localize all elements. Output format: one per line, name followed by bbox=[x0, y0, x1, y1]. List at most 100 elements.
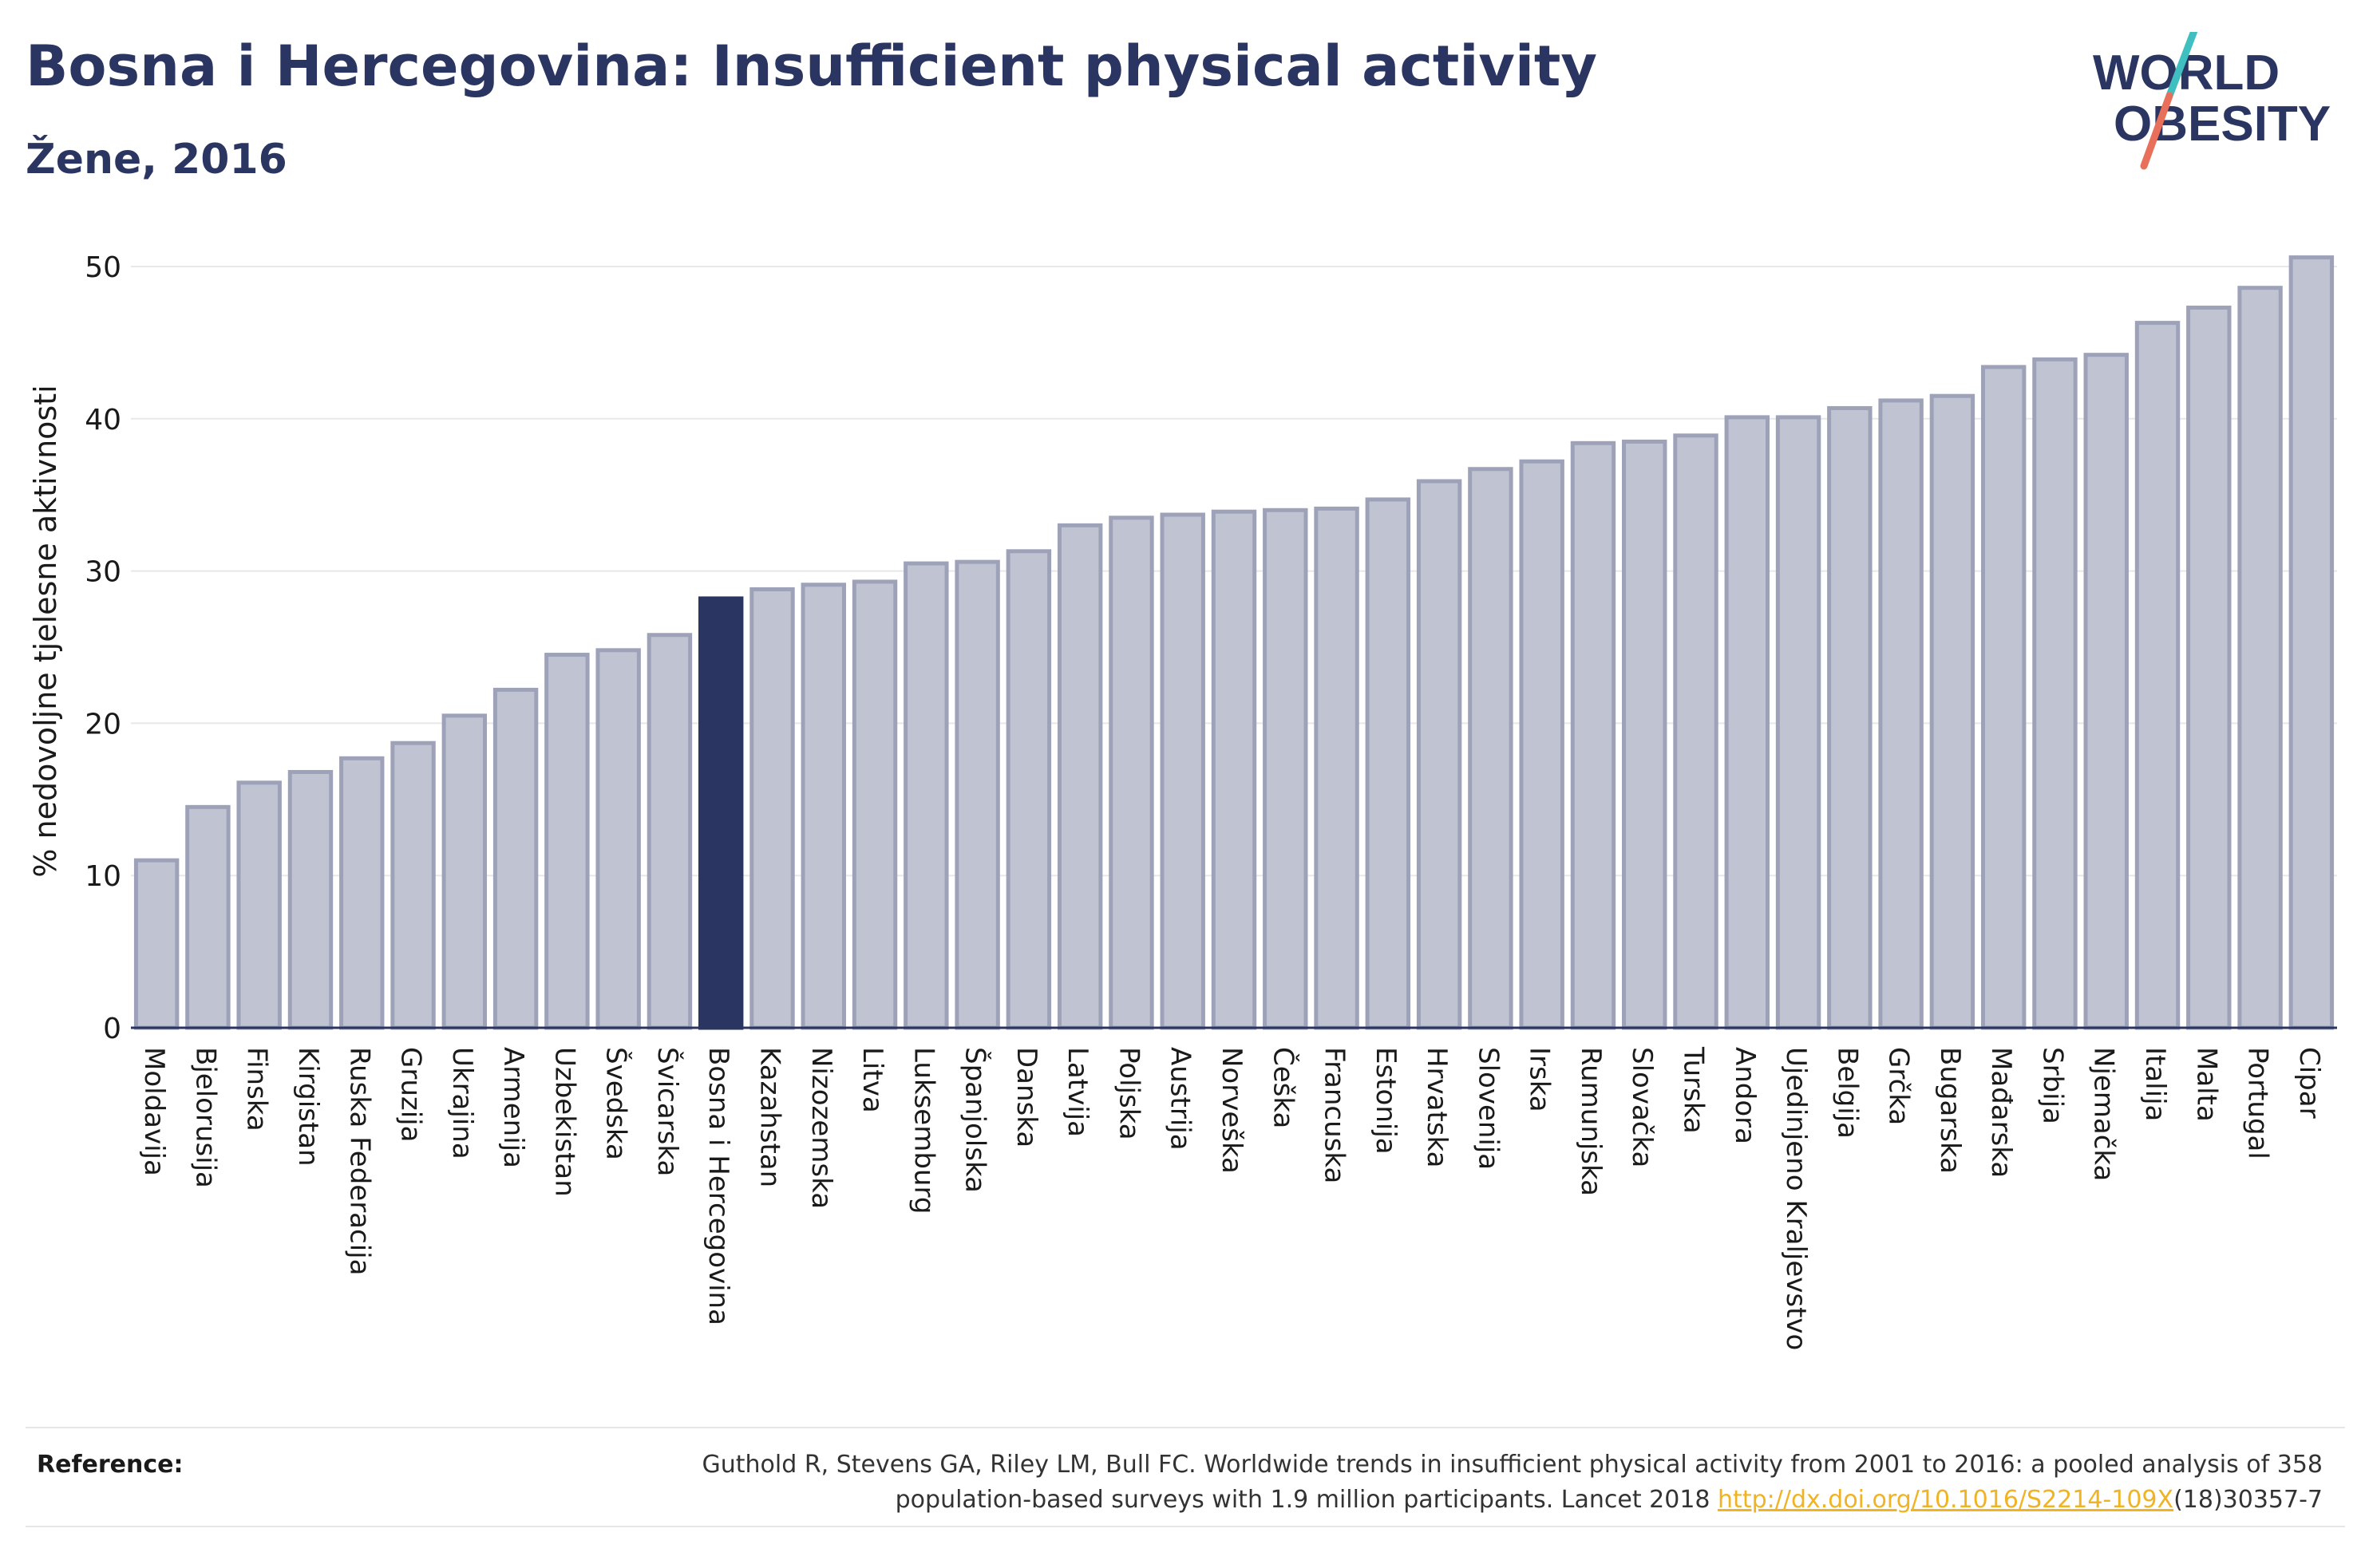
x-tick-label: Gruzija bbox=[395, 1047, 427, 1142]
x-tick-label: Poljska bbox=[1113, 1047, 1145, 1140]
bar-portugal bbox=[2237, 286, 2283, 1030]
bar-slovačka bbox=[1622, 439, 1667, 1030]
reference-line-2: population-based surveys with 1.9 millio… bbox=[487, 1483, 2323, 1518]
x-tick-label: Portugal bbox=[2242, 1047, 2274, 1159]
bar-norveška bbox=[1211, 509, 1257, 1030]
x-tick-label: Češka bbox=[1267, 1047, 1299, 1128]
x-tick-label: Armenija bbox=[497, 1047, 529, 1168]
x-tick-label: Ujedinjeno Kraljevstvo bbox=[1780, 1047, 1812, 1350]
x-tick-label: Bosna i Hercegovina bbox=[702, 1047, 734, 1325]
bar-latvija bbox=[1057, 523, 1103, 1030]
x-tick-label: Austrija bbox=[1165, 1047, 1196, 1151]
chart-subtitle: Žene, 2016 bbox=[26, 136, 287, 184]
logo-slash-coral bbox=[2140, 92, 2173, 170]
bar-francuska bbox=[1314, 506, 1359, 1030]
world-obesity-logo: WORLD OBESITY bbox=[2093, 32, 2331, 170]
x-tick-label: Kazahstan bbox=[753, 1047, 785, 1187]
x-tick-label: Norveška bbox=[1216, 1047, 1248, 1174]
x-tick-label: Slovenija bbox=[1472, 1047, 1504, 1170]
bar-moldavija bbox=[133, 858, 180, 1030]
bar-gruzija bbox=[390, 741, 436, 1030]
x-tick-label: Grčka bbox=[1883, 1047, 1915, 1125]
y-axis-label: % nedovoljne tjelesne aktivnosti bbox=[28, 385, 63, 877]
bar-nizozemska bbox=[801, 583, 846, 1030]
bar-grčka bbox=[1878, 398, 1924, 1030]
x-tick-label: Nizozemska bbox=[805, 1047, 837, 1209]
x-tick-label: Malta bbox=[2190, 1047, 2222, 1122]
x-tick-label: Španjolska bbox=[959, 1047, 992, 1193]
x-tick-label: Andora bbox=[1729, 1047, 1761, 1144]
x-tick-label: Švedska bbox=[600, 1047, 633, 1160]
reference-text: Guthold R, Stevens GA, Riley LM, Bull FC… bbox=[487, 1448, 2323, 1518]
bar-švicarska bbox=[647, 633, 693, 1030]
x-tick-label: Mađarska bbox=[1985, 1047, 2017, 1178]
bar-kirgistan bbox=[287, 769, 334, 1030]
bar-ujedinjeno-kraljevstvo bbox=[1775, 415, 1821, 1030]
reference-label: Reference: bbox=[37, 1451, 184, 1479]
footer-divider-top bbox=[26, 1427, 2345, 1428]
x-tick-label: Švicarska bbox=[651, 1047, 684, 1176]
bar-bosna-i-hercegovina bbox=[698, 596, 744, 1030]
bar-austrija bbox=[1160, 512, 1205, 1030]
bar-njemačka bbox=[2083, 353, 2129, 1030]
chart-title: Bosna i Hercegovina: Insufficient physic… bbox=[26, 34, 1598, 99]
reference-line-2-suffix: (18)30357-7 bbox=[2173, 1486, 2323, 1514]
bar-cipar bbox=[2288, 255, 2335, 1030]
bars bbox=[133, 255, 2335, 1030]
bar-češka bbox=[1263, 508, 1308, 1030]
bar-poljska bbox=[1109, 515, 1154, 1030]
x-tick-label: Slovačka bbox=[1626, 1047, 1658, 1167]
y-tick-label: 10 bbox=[85, 860, 121, 893]
logo-slash-teal bbox=[2165, 32, 2198, 100]
x-tick-label: Rumunjska bbox=[1575, 1047, 1607, 1196]
x-tick-label: Turska bbox=[1678, 1046, 1710, 1134]
bar-estonija bbox=[1365, 497, 1411, 1030]
bar-finska bbox=[236, 780, 282, 1030]
x-tick-label: Bugarska bbox=[1934, 1047, 1966, 1174]
x-tick-label: Srbija bbox=[2036, 1047, 2068, 1124]
reference-doi-link[interactable]: http://dx.doi.org/10.1016/S2214-109X bbox=[1718, 1486, 2174, 1514]
x-tick-label: Hrvatska bbox=[1421, 1047, 1453, 1167]
bar-italija bbox=[2134, 321, 2181, 1030]
bar-rumunjska bbox=[1570, 440, 1616, 1030]
x-tick-label: Danska bbox=[1010, 1047, 1042, 1147]
bar-bjelorusija bbox=[185, 804, 231, 1030]
bar-malta bbox=[2186, 306, 2232, 1030]
x-tick-label: Uzbekistan bbox=[548, 1047, 580, 1197]
y-tick-label: 40 bbox=[85, 404, 121, 436]
bar-ukrajina bbox=[441, 713, 488, 1030]
y-tick-label: 0 bbox=[103, 1013, 121, 1045]
bar-srbija bbox=[2032, 357, 2078, 1030]
bar-švedska bbox=[595, 648, 641, 1030]
y-tick-label: 30 bbox=[85, 556, 121, 589]
x-tick-label: Latvija bbox=[1062, 1047, 1093, 1137]
x-tick-label: Irska bbox=[1524, 1047, 1556, 1112]
x-tick-label: Estonija bbox=[1370, 1047, 1402, 1155]
bar-ruska-federacija bbox=[339, 756, 385, 1030]
bar-turska bbox=[1673, 433, 1718, 1030]
x-tick-label: Litva bbox=[856, 1047, 888, 1113]
x-tick-label: Cipar bbox=[2293, 1047, 2325, 1119]
y-tick-label: 50 bbox=[85, 251, 121, 284]
x-tick-label: Finska bbox=[241, 1047, 273, 1132]
bar-kazahstan bbox=[749, 587, 795, 1030]
bar-hrvatska bbox=[1416, 479, 1462, 1030]
bar-uzbekistan bbox=[544, 653, 590, 1030]
x-tick-label: Italija bbox=[2139, 1047, 2171, 1121]
x-tick-label: Njemačka bbox=[2088, 1047, 2120, 1181]
x-tick-label: Belgija bbox=[1831, 1047, 1863, 1139]
bar-litva bbox=[852, 579, 898, 1030]
bar-španjolska bbox=[955, 559, 1000, 1030]
bar-chart: 0 10 20 30 40 50 Moldavija Bjelorusija Finska Ki… bbox=[28, 251, 2337, 1350]
bar-armenija bbox=[492, 687, 539, 1030]
bar-danska bbox=[1006, 549, 1052, 1030]
reference-line-2-prefix: population-based surveys with 1.9 millio… bbox=[895, 1486, 1718, 1514]
x-tick-label: Francuska bbox=[1319, 1047, 1351, 1183]
x-tick-label: Ruska Federacija bbox=[343, 1047, 375, 1275]
bar-belgija bbox=[1827, 405, 1873, 1030]
x-tick-label: Bjelorusija bbox=[189, 1047, 221, 1188]
y-tick-labels: 0 10 20 30 40 50 bbox=[85, 251, 121, 1045]
x-tick-label: Luksemburg bbox=[908, 1047, 939, 1214]
bar-irska bbox=[1519, 459, 1564, 1030]
x-tick-label: Moldavija bbox=[138, 1047, 170, 1176]
